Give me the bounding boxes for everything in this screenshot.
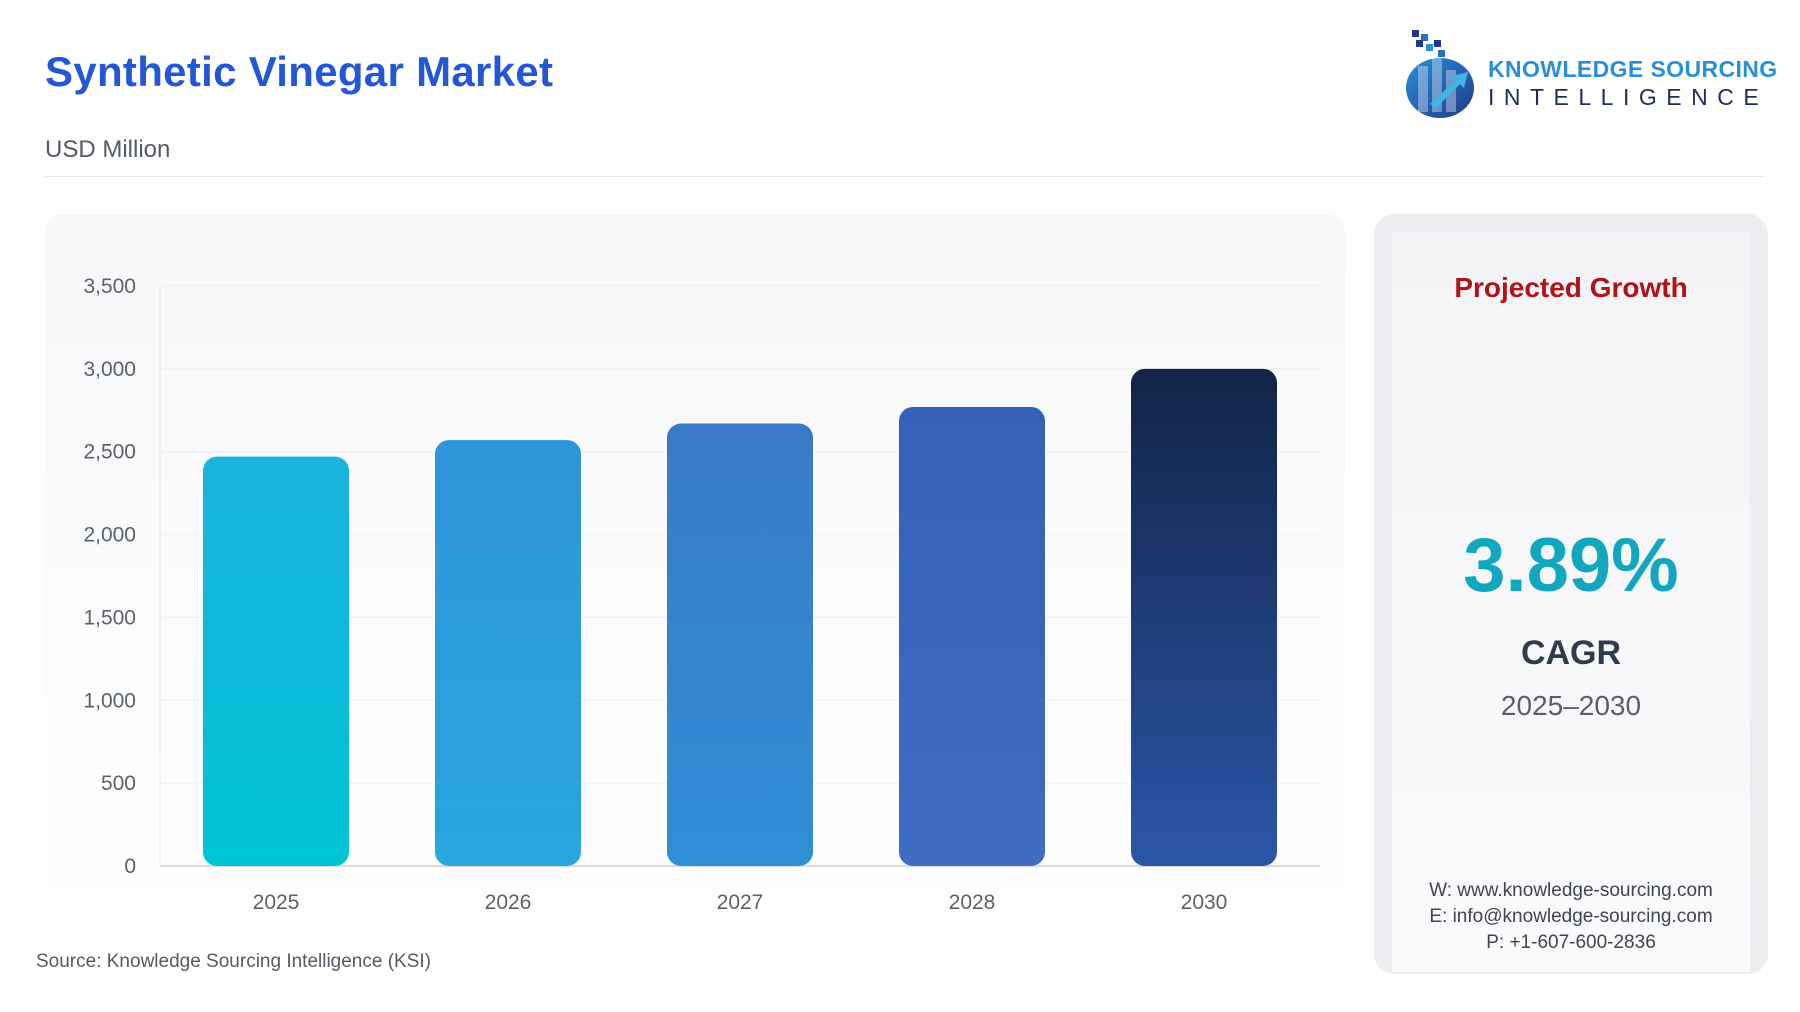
- header-divider: [45, 176, 1765, 177]
- contact-website: W: www.knowledge-sourcing.com: [1429, 880, 1713, 901]
- y-tick-label: 2,000: [83, 524, 136, 547]
- x-axis-labels: 2025 2026 2027 2028 2030: [253, 891, 1228, 914]
- page-title: Synthetic Vinegar Market: [45, 48, 554, 95]
- x-category-label: 2028: [949, 891, 996, 914]
- unit-subtitle: USD Million: [45, 136, 171, 163]
- y-tick-label: 0: [124, 855, 136, 878]
- bar-2027: [667, 423, 813, 866]
- bar-2030: [1131, 368, 1277, 866]
- growth-card-inner: Projected Growth 3.89% CAGR 2025–2030 W:…: [1392, 232, 1750, 972]
- grid-lines: [159, 285, 1320, 867]
- y-tick-label: 1,500: [83, 606, 136, 629]
- y-tick-label: 500: [101, 772, 136, 795]
- bar-2028: [899, 406, 1045, 866]
- projected-growth-heading: Projected Growth: [1454, 272, 1688, 303]
- bar-2025: [203, 456, 349, 866]
- cagr-value: 3.89%: [1463, 523, 1679, 608]
- x-category-label: 2026: [485, 891, 532, 914]
- contact-phone: P: +1-607-600-2836: [1486, 932, 1656, 953]
- bars: [203, 368, 1277, 866]
- bar-chart-arrow-globe-icon: [1406, 30, 1474, 118]
- company-logo: KNOWLEDGE SOURCING INTELLIGENCE: [1400, 26, 1777, 122]
- y-tick-label: 3,500: [83, 275, 136, 298]
- y-tick-label: 2,500: [83, 441, 136, 464]
- source-note: Source: Knowledge Sourcing Intelligence …: [36, 951, 432, 972]
- cagr-period: 2025–2030: [1500, 690, 1642, 721]
- chart-panel: 0 500 1,000 1,500 2,000 2,500 3,000 3,500 2025 2…: [45, 214, 1345, 934]
- growth-card: Projected Growth 3.89% CAGR 2025–2030 W:…: [1374, 214, 1768, 974]
- logo-text-secondary: INTELLIGENCE: [1488, 84, 1769, 110]
- x-category-label: 2025: [253, 891, 300, 914]
- y-tick-label: 1,000: [83, 689, 136, 712]
- x-category-label: 2027: [717, 891, 764, 914]
- y-tick-label: 3,000: [83, 358, 136, 381]
- y-axis-ticks: 0 500 1,000 1,500 2,000 2,500 3,000 3,500: [83, 275, 136, 878]
- logo-text-primary: KNOWLEDGE SOURCING: [1488, 56, 1778, 82]
- bar-2026: [435, 440, 581, 866]
- contact-email: E: info@knowledge-sourcing.com: [1429, 906, 1713, 927]
- x-category-label: 2030: [1181, 891, 1228, 914]
- cagr-label: CAGR: [1520, 634, 1622, 672]
